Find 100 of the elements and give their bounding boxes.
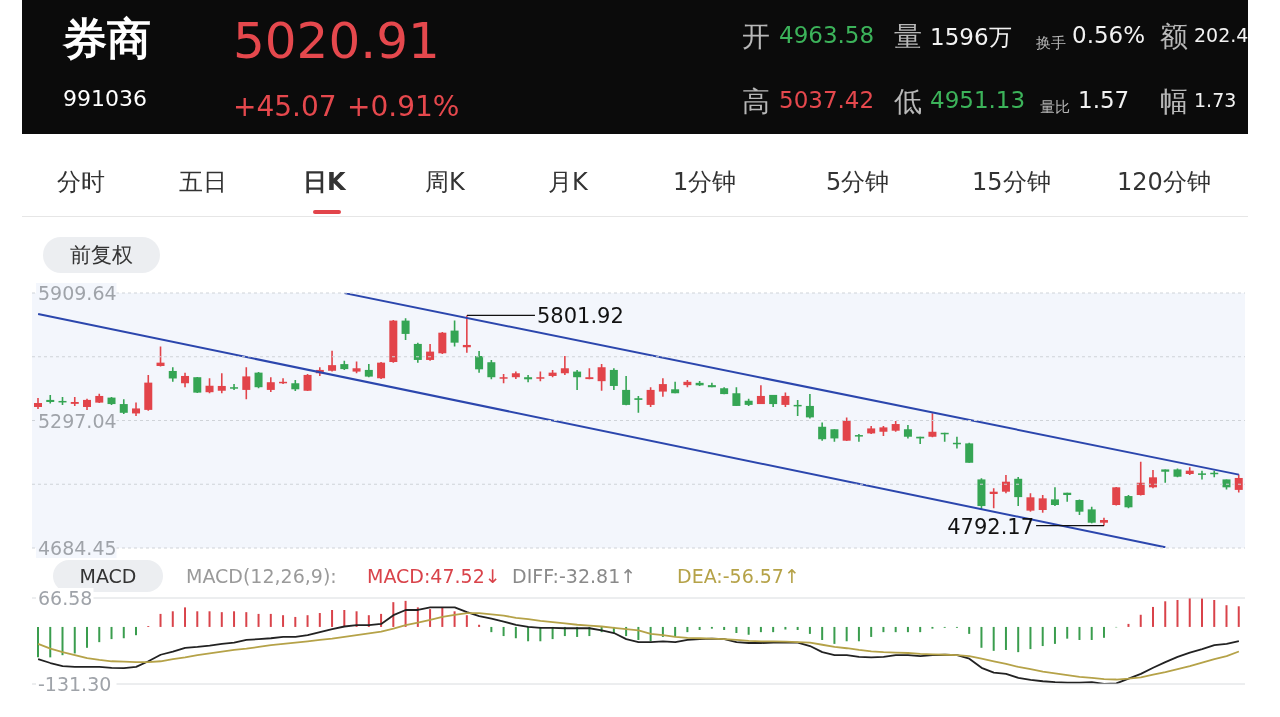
candlestick (805, 393, 814, 420)
bar (857, 626, 860, 642)
bar (306, 615, 309, 627)
bar (723, 626, 726, 630)
bar (220, 612, 223, 627)
bar (1053, 626, 1056, 644)
bar (1102, 626, 1105, 638)
text: 1596万 (930, 23, 1012, 52)
candlestick (928, 412, 937, 439)
bar (870, 626, 873, 637)
candlestick (622, 375, 631, 407)
text: 量 (894, 19, 922, 55)
bar (245, 612, 248, 627)
candlestick (242, 366, 251, 401)
text: 幅 (1160, 84, 1188, 120)
y-tick-label: 4684.45 (38, 537, 117, 559)
candlestick (609, 367, 618, 391)
candlestick (487, 359, 496, 381)
bar (808, 626, 811, 634)
bar (49, 626, 52, 658)
text: 分时 (57, 167, 105, 198)
bar (906, 626, 909, 633)
text: 高 (742, 84, 770, 120)
candlestick (732, 386, 741, 407)
candlestick (1001, 474, 1010, 495)
bar (110, 626, 113, 640)
y-tick-label: 5297.04 (38, 409, 117, 432)
bar (784, 626, 787, 630)
bar (1225, 605, 1228, 627)
text: 120分钟 (1117, 167, 1211, 198)
bar (1213, 599, 1216, 627)
bar (1017, 626, 1020, 653)
text: 月K (548, 167, 588, 198)
text: 5分钟 (826, 167, 890, 198)
bar (1164, 601, 1167, 627)
bar (331, 609, 334, 627)
candlestick (217, 372, 226, 395)
text: 五日 (179, 167, 227, 198)
annotation: 4792.17 (947, 514, 1035, 539)
bar (1139, 614, 1142, 627)
candlestick (401, 317, 410, 341)
bar (1188, 598, 1191, 627)
text: DEA:-56.57↑ (677, 564, 800, 589)
candlestick (1026, 492, 1035, 513)
candlestick (658, 377, 667, 398)
annotation: 5801.92 (536, 304, 624, 329)
candlestick (597, 363, 606, 392)
candlestick (646, 386, 655, 408)
bar (992, 626, 995, 651)
bar (465, 615, 468, 627)
bar (980, 626, 983, 648)
text: 量比 (1040, 98, 1070, 117)
text: +45.07 (233, 90, 337, 123)
text: 0.56% (1072, 22, 1146, 48)
bar (122, 626, 125, 639)
text: 5020.91 (233, 12, 440, 70)
bar (1004, 626, 1007, 650)
candlestick (438, 331, 447, 355)
bar (208, 611, 211, 627)
text: 1.57 (1078, 87, 1130, 113)
bar (86, 626, 89, 648)
bar (37, 626, 39, 658)
y-tick-label: 66.58 (38, 587, 93, 609)
text: MACD (53, 560, 163, 592)
bar (1151, 606, 1154, 627)
y-tick-label: 5909.64 (38, 282, 117, 304)
bar (686, 626, 689, 633)
candlestick (818, 421, 827, 442)
bar (233, 611, 236, 627)
bar (514, 626, 517, 639)
bar (478, 624, 481, 627)
candlestick (1136, 460, 1145, 497)
bar (833, 626, 836, 644)
text: 15分钟 (972, 167, 1051, 198)
text: 5037.42 (779, 87, 875, 113)
candlestick (854, 433, 863, 443)
bar (882, 626, 885, 633)
bar (747, 626, 750, 635)
bar (1078, 626, 1081, 640)
bar (490, 626, 493, 633)
bar (318, 613, 321, 627)
text: 日K (303, 167, 346, 198)
bar (821, 626, 824, 640)
bar (1127, 623, 1130, 627)
candlestick (450, 319, 459, 348)
text: 202.4 (1194, 24, 1249, 46)
bar (61, 626, 64, 656)
chart-title: 券商 (63, 12, 151, 66)
bar (919, 626, 922, 633)
chart-subtitle: 991036 (63, 86, 147, 111)
bar (845, 626, 848, 642)
bar (196, 611, 199, 627)
bar (73, 626, 76, 654)
bar (1090, 626, 1093, 640)
text: +0.91% (347, 90, 460, 123)
text: MACD(12,26,9): (186, 564, 337, 589)
text: 前复权 (43, 237, 160, 273)
bar (1029, 626, 1032, 650)
text: 4963.58 (779, 22, 875, 48)
bar (98, 626, 101, 643)
